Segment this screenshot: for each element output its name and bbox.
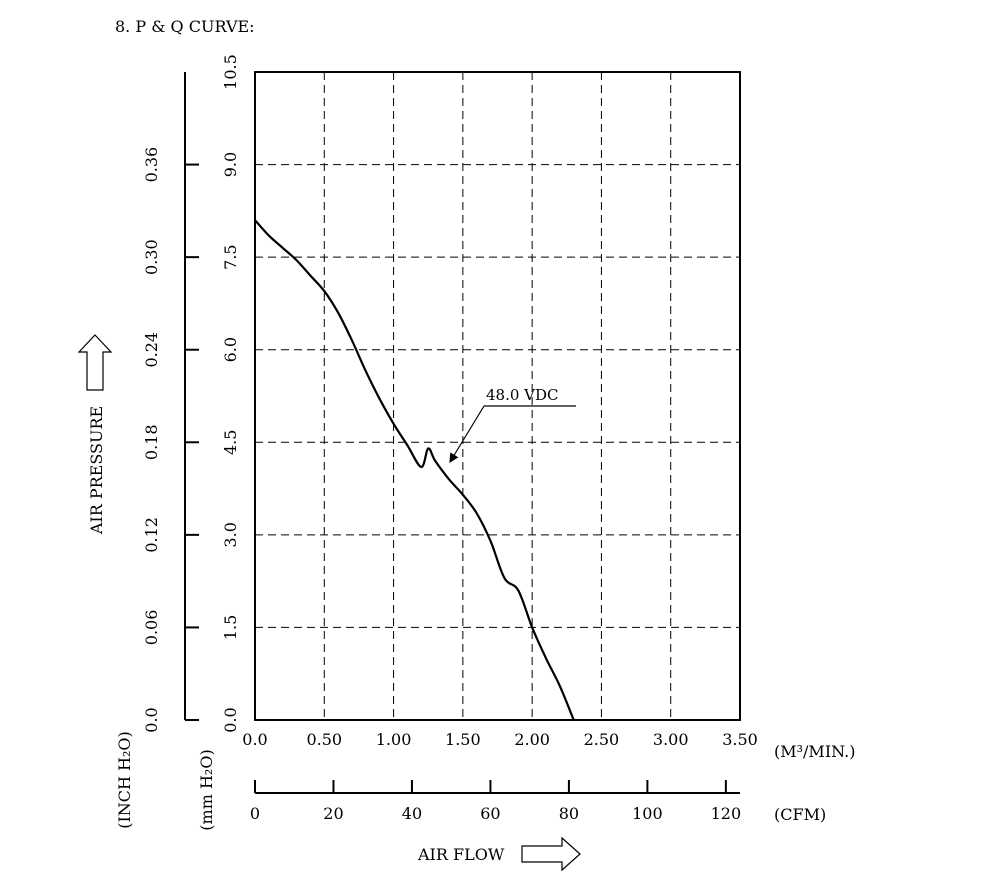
inch-tick-label: 0.30 <box>142 239 161 275</box>
cfm-tick-label: 0 <box>250 804 260 823</box>
cfm-axis-ticks: 0 20 40 60 80 100 120 <box>250 780 741 823</box>
cfm-tick-label: 120 <box>711 804 742 823</box>
y-tick-label: 7.5 <box>221 244 240 269</box>
inch-tick-label: 0.12 <box>142 517 161 553</box>
y-tick-label: 3.0 <box>221 522 240 547</box>
inch-unit-label: (INCH H₂O) <box>115 731 134 829</box>
y-tick-label: 4.5 <box>221 430 240 455</box>
m3-axis-ticks: 0.0 0.50 1.00 1.50 2.00 2.50 3.00 3.50 <box>242 730 758 749</box>
x-tick-label: 2.00 <box>514 730 550 749</box>
y-axis-label: AIR PRESSURE <box>87 406 106 535</box>
m3-unit-label: (M³/MIN.) <box>774 742 855 761</box>
x-tick-label: 3.00 <box>653 730 689 749</box>
series-line-48vdc <box>254 219 575 721</box>
cfm-tick-label: 100 <box>632 804 663 823</box>
arrow-right-icon <box>521 836 581 872</box>
annotation-leader <box>449 405 485 464</box>
grid-lines <box>255 72 740 720</box>
cfm-tick-label: 40 <box>402 804 422 823</box>
x-tick-label: 2.50 <box>584 730 620 749</box>
arrow-up-icon <box>77 334 113 391</box>
cfm-tick-label: 80 <box>559 804 579 823</box>
plot-frame <box>254 71 741 721</box>
cfm-tick-label: 20 <box>323 804 343 823</box>
x-tick-label: 0.50 <box>306 730 342 749</box>
y-tick-label: 10.5 <box>221 54 240 90</box>
y-tick-label: 1.5 <box>221 615 240 640</box>
cfm-tick-label: 60 <box>480 804 500 823</box>
inch-tick-label: 0.06 <box>142 610 161 646</box>
y-tick-label: 6.0 <box>221 337 240 362</box>
x-tick-label: 0.0 <box>242 730 267 749</box>
cfm-unit-label: (CFM) <box>774 805 826 824</box>
section-heading: 8. P & Q CURVE: <box>115 17 255 36</box>
inch-tick-label: 0.18 <box>142 424 161 460</box>
x-axis-label: AIR FLOW <box>417 845 505 864</box>
x-tick-label: 1.00 <box>376 730 412 749</box>
inch-axis-ticks: 0.0 0.06 0.12 0.18 0.24 0.30 0.36 <box>142 147 199 733</box>
mm-unit-label: (mm H₂O) <box>197 749 216 830</box>
y-tick-label: 0.0 <box>221 707 240 732</box>
y-tick-label: 9.0 <box>221 152 240 177</box>
inch-tick-label: 0.0 <box>142 707 161 732</box>
x-tick-label: 3.50 <box>722 730 758 749</box>
mm-axis-ticks: 0.0 1.5 3.0 4.5 6.0 7.5 9.0 10.5 <box>221 54 240 733</box>
inch-tick-label: 0.24 <box>142 332 161 368</box>
inch-tick-label: 0.36 <box>142 147 161 183</box>
annotation-label: 48.0 VDC <box>486 386 559 404</box>
series-annotation: 48.0 VDC <box>449 386 576 464</box>
x-tick-label: 1.50 <box>445 730 481 749</box>
